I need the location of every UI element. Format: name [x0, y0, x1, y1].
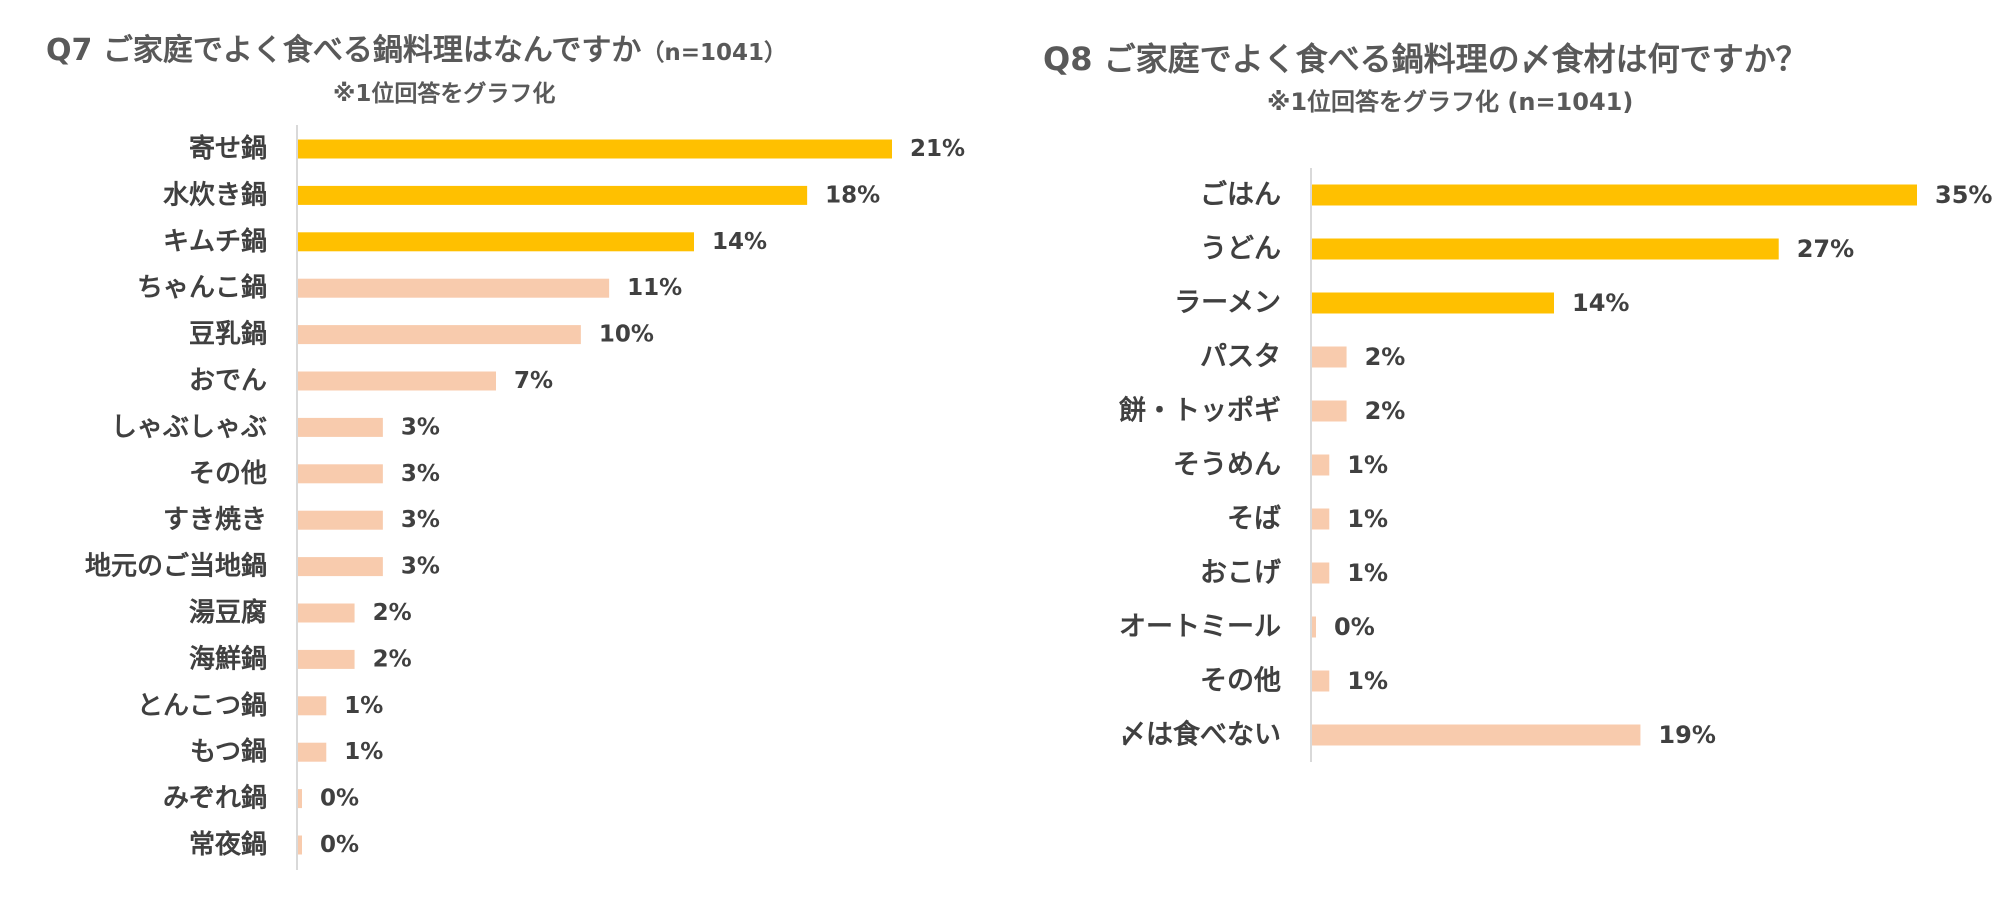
chart-q8-category-label: パスタ	[1200, 342, 1281, 373]
chart-q7-value-label: 1%	[344, 739, 383, 765]
chart-q7-value-label: 14%	[712, 229, 767, 255]
chart-q7-bar	[298, 742, 327, 762]
chart-q8-category-label: その他	[1200, 666, 1281, 697]
chart-q7-category-label: 寄せ鍋	[189, 133, 267, 164]
chart-q8-bar	[1312, 508, 1330, 530]
chart-q8-bar	[1312, 400, 1347, 422]
chart-q7-bar	[298, 696, 327, 716]
chart-q8-value-label: 1%	[1347, 667, 1388, 695]
chart-q7-category-label: 豆乳鍋	[189, 319, 267, 350]
chart-q7-bar	[298, 417, 383, 437]
chart-q7-subtitle: ※1位回答をグラフ化	[333, 80, 555, 107]
chart-q8-bar	[1312, 670, 1330, 692]
chart-q8-category-label: 〆は食べない	[1119, 719, 1281, 751]
chart-q8-bar	[1312, 346, 1347, 368]
chart-q7-value-label: 0%	[320, 832, 359, 858]
chart-q7-category-label: おでん	[189, 366, 267, 396]
chart-q7-category-label: すき焼き	[163, 505, 267, 535]
chart-q8-category-label: そば	[1227, 504, 1281, 535]
chart-q7-value-label: 3%	[401, 507, 440, 533]
chart-q7-bar	[298, 464, 383, 484]
chart-q8-bar	[1312, 238, 1779, 260]
chart-q7-category-label: ちゃんこ鍋	[137, 272, 267, 303]
chart-q7-title: Q7 ご家庭でよく食べる鍋料理はなんですか（n=1041）	[46, 33, 787, 68]
chart-q7-value-label: 1%	[344, 693, 383, 719]
chart-q7-category-label: 湯豆腐	[189, 598, 267, 628]
chart-q7-category-label: とんこつ鍋	[137, 690, 267, 721]
chart-q8-bar	[1312, 454, 1330, 476]
chart-q8-category-label: ラーメン	[1174, 288, 1281, 319]
chart-q8-value-label: 0%	[1334, 613, 1375, 641]
chart-q7-bar	[298, 510, 383, 530]
chart-q7-bar	[298, 371, 496, 391]
chart-q7-category-label: 水炊き鍋	[163, 179, 267, 210]
chart-q8-bar	[1312, 724, 1641, 746]
chart-q7-bar	[298, 185, 808, 205]
chart-q7-value-label: 3%	[401, 461, 440, 487]
chart-q8-value-label: 27%	[1797, 235, 1854, 263]
chart-q7-bar	[298, 232, 694, 252]
chart-q7-value-label: 10%	[599, 322, 654, 348]
chart-q7-bar	[298, 603, 355, 623]
chart-q8-value-label: 1%	[1347, 505, 1388, 533]
chart-q8-value-label: 2%	[1365, 343, 1406, 371]
chart-q7-category-label: みぞれ鍋	[163, 783, 267, 814]
chart-q8-value-label: 1%	[1347, 451, 1388, 479]
chart-q7-bar	[298, 789, 302, 809]
chart-q7-bar	[298, 325, 581, 345]
chart-q7-category-label: もつ鍋	[190, 736, 267, 767]
chart-q8-value-label: 19%	[1658, 721, 1715, 749]
chart-q8-category-label: ごはん	[1200, 179, 1281, 211]
chart-q8-bar	[1312, 616, 1316, 638]
chart-q7-value-label: 3%	[401, 414, 440, 440]
chart-q7-category-label: キムチ鍋	[163, 226, 267, 257]
chart-q7-bar	[298, 139, 892, 159]
chart-q7-value-label: 21%	[910, 136, 965, 162]
chart-q7-bar	[298, 649, 355, 669]
chart-q7-value-label: 0%	[320, 786, 359, 812]
chart-q8-bar	[1312, 184, 1917, 206]
chart-q7-bar	[298, 835, 302, 855]
chart-q7-category-label: 海鮮鍋	[189, 643, 267, 674]
chart-q7-category-label: その他	[189, 459, 267, 489]
chart-q7-value-label: 3%	[401, 554, 440, 580]
chart-q8-category-label: おこげ	[1200, 558, 1282, 589]
chart-q8-category-label: うどん	[1200, 234, 1281, 265]
chart-q8-category-label: オートミール	[1119, 612, 1281, 643]
chart-q7-value-label: 2%	[373, 646, 412, 672]
chart-q8-title: Q8 ご家庭でよく食べる鍋料理の〆食材は何ですか？	[1043, 40, 1808, 78]
chart-q7-value-label: 11%	[627, 275, 682, 301]
chart-q8-bar	[1312, 562, 1330, 584]
chart-q7-value-label: 2%	[373, 600, 412, 626]
chart-q7-category-label: しゃぶしゃぶ	[111, 412, 267, 442]
chart-q8-category-label: 餅・トッポギ	[1119, 395, 1281, 427]
chart-q8-value-label: 35%	[1935, 181, 1992, 209]
chart-q8-value-label: 2%	[1365, 397, 1406, 425]
chart-q8-value-label: 1%	[1347, 559, 1388, 587]
chart-q8-category-label: そうめん	[1173, 450, 1281, 481]
chart-q7-value-label: 18%	[825, 182, 880, 208]
chart-q7-bar	[298, 557, 383, 577]
chart-q7-category-label: 地元のご当地鍋	[85, 551, 267, 582]
chart-q7-value-label: 7%	[514, 368, 553, 394]
chart-q7-category-label: 常夜鍋	[189, 829, 267, 860]
chart-q8-subtitle: ※1位回答をグラフ化 (n=1041)	[1267, 88, 1633, 116]
chart-q7-bar	[298, 278, 610, 298]
chart-q8-bar	[1312, 292, 1554, 314]
chart-q8-value-label: 14%	[1572, 289, 1629, 317]
